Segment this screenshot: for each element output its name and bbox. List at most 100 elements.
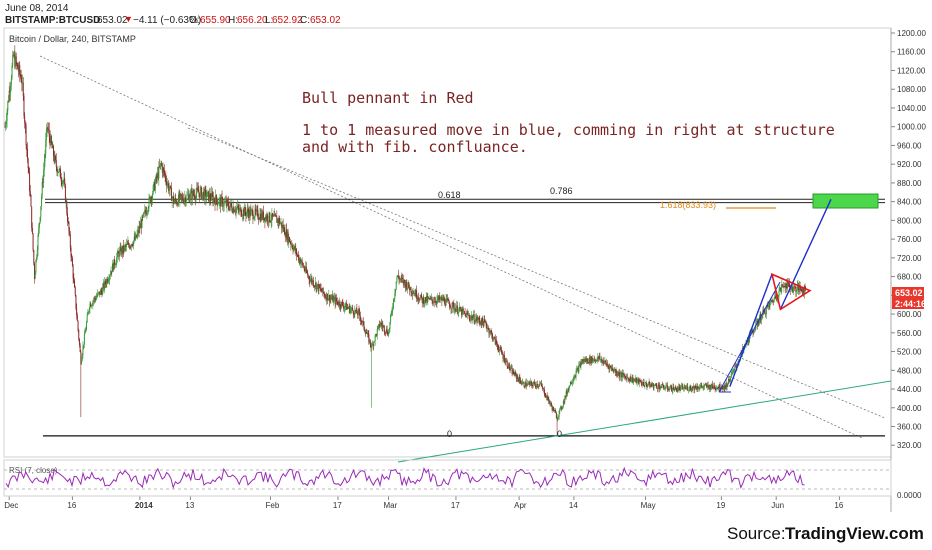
price-axis[interactable]: 320.00 360.00 400.00 440.00 480.00 520.00 560.… [891,29,926,450]
candle-body [384,331,386,333]
candle-body [507,366,509,369]
candle-body [310,277,312,280]
candle-body [727,378,729,385]
candle-body [489,331,491,333]
candle-body [676,389,678,392]
candle-body [195,193,197,200]
candle-body [701,386,703,388]
candle-body [498,349,500,352]
candle-body [157,172,159,179]
candle-body [296,254,298,256]
candle-body [158,165,160,179]
drawing-lines[interactable] [39,55,892,463]
candle-body [354,309,356,316]
candle-body [683,387,685,389]
candle-body [553,407,555,412]
candle-body [233,207,235,213]
candle-body [569,385,571,387]
candle-body [63,178,65,182]
candle-body [711,383,713,387]
candle-body [428,297,430,299]
candle-body [635,377,637,381]
pattern-drawings[interactable] [718,199,832,393]
candle-body [466,313,468,314]
candle-body [803,285,805,294]
candle-body [35,259,37,273]
candle-body [532,384,534,387]
candle-body [67,221,69,223]
candle-body [788,283,790,284]
symbol-label[interactable]: BITSTAMP:BTCUSD [5,15,100,26]
candle-body [205,190,207,199]
candle-body [490,331,492,333]
candle-body [688,389,690,391]
candle-body [277,219,279,223]
candle-body [769,301,771,308]
candle-body [250,210,252,216]
candle-body [148,197,150,209]
candle-body [689,386,691,390]
candle-body [417,297,419,300]
candle-body [719,384,721,390]
candle-body [618,372,620,375]
candle-body [791,286,793,288]
annotation-box[interactable]: Bull pennant in Red 1 to 1 measured move… [302,89,835,156]
candle-body [413,293,415,294]
candle-body [657,388,659,389]
candle-body [779,287,781,291]
candle-body [131,244,133,246]
candle-body [583,359,585,361]
candle-body [292,247,294,251]
candle-body [347,307,349,309]
candle-body [675,387,677,392]
candle-body [785,283,787,289]
time-axis[interactable]: Dec 16 2014 13 Feb 17 Mar 17 Apr 14 May 19 Jun 16 [4,496,844,510]
candle-body [473,314,475,323]
candle-body [320,288,322,291]
candle-body [513,370,515,375]
candle-body [303,266,305,270]
candle-body [242,209,244,216]
candle-body [576,369,578,372]
candle-body [173,196,175,205]
candle-body [125,245,127,247]
candle-body [647,384,649,386]
high-value: 656.20 [237,15,268,26]
candle-body [491,333,493,340]
candle-body [732,372,734,373]
close-value: 653.02 [310,15,341,26]
candle-body [402,278,404,279]
candle-body [393,298,395,300]
candle-body [121,247,123,253]
candle-body [608,366,610,370]
candle-body [129,246,131,248]
candle-body [383,325,385,327]
candle-body [248,209,250,219]
candle-body [550,403,552,404]
candle-body [362,320,364,323]
candle-body [487,328,489,329]
candle-body [104,280,106,284]
candle-body [87,312,89,316]
ascending-trendline [397,380,892,463]
candle-body [544,394,546,397]
candle-body [442,297,444,301]
candle-body [102,287,104,295]
candle-body [255,208,257,212]
candle-body [433,301,435,303]
candle-body [667,388,669,390]
candle-body [430,297,432,299]
candle-body [704,384,706,386]
candle-body [369,339,371,343]
candle-body [318,284,320,291]
x-tick-label: Apr [514,501,527,510]
candle-body [600,359,602,361]
candle-body [188,194,190,202]
candle-body [133,236,135,241]
candle-body [61,181,63,184]
candle-body [279,223,281,224]
candle-body [335,298,337,305]
candle-body [534,383,536,387]
candle-body [215,195,217,201]
candle-body [59,168,61,170]
